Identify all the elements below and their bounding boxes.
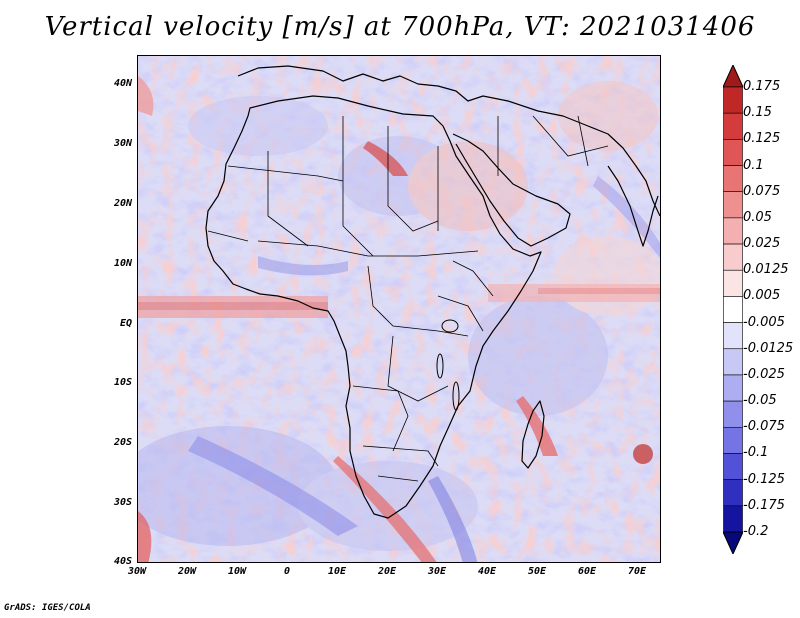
colorbar-tick-label: 0.05 [743, 209, 772, 225]
colorbar-tick-label: 0.175 [743, 79, 781, 94]
colorbar-swatch [723, 112, 743, 140]
colorbar-swatch [723, 505, 743, 533]
colorbar-tick-label: 0.1 [743, 157, 764, 173]
coastlines [205, 65, 660, 519]
lat-label-20s: 20S [113, 437, 132, 448]
colorbar-tick-label: -0.005 [743, 314, 785, 330]
velocity-field-map [138, 56, 660, 562]
africa-coastline [205, 95, 542, 519]
lon-label-40e: 40E [477, 566, 497, 577]
grads-credit: GrADS: IGES/COLA [4, 603, 91, 613]
country-borders [207, 115, 609, 482]
colorbar-tick-label: 0.075 [743, 183, 781, 199]
colorbar-tick-label: 0.005 [743, 288, 781, 304]
colorbar-tick-label: -0.075 [743, 419, 785, 435]
colorbar-swatch [723, 374, 743, 402]
lat-label-eq: EQ [119, 318, 132, 329]
lon-label-10e: 10E [327, 566, 347, 577]
itcz-band [138, 284, 660, 318]
lat-label-40s: 40S [113, 556, 132, 567]
colorbar-swatch [723, 165, 743, 193]
colorbar-swatch [723, 296, 743, 323]
europe-coastline [237, 65, 484, 102]
colorbar-swatch [723, 86, 743, 114]
colorbar-tick-label: 0.125 [743, 131, 781, 147]
colorbar-swatch [723, 453, 743, 480]
colorbar [723, 65, 743, 554]
descent-streaks [188, 176, 660, 562]
lon-label-10w: 10W [227, 566, 247, 577]
colorbar-tick-label: 0.15 [743, 105, 772, 121]
colorbar-swatch [723, 269, 743, 297]
madagascar-outline [521, 400, 545, 469]
lon-label-70e: 70E [627, 566, 647, 577]
lat-label-10n: 10N [113, 258, 132, 269]
map-title: Vertical velocity [m/s] at 700hPa, VT: 2… [44, 12, 756, 42]
lon-label-20w: 20W [177, 566, 197, 577]
lat-label-10s: 10S [113, 377, 132, 388]
colorbar-swatch [723, 139, 743, 166]
lon-label-50e: 50E [527, 566, 547, 577]
colorbar-swatch [723, 479, 743, 507]
asia-coastline [482, 95, 660, 217]
lon-label-30w: 30W [127, 566, 147, 577]
colorbar-swatch [723, 243, 743, 271]
lon-label-20e: 20E [377, 566, 397, 577]
colorbar-tick-label: -0.175 [743, 497, 785, 513]
map-plot-area [137, 55, 661, 563]
colorbar-tick-label: 0.025 [743, 236, 781, 252]
lon-label-0: 0 [283, 566, 291, 577]
colorbar-swatch [723, 217, 743, 245]
colorbar-tick-label: -0.2 [743, 524, 769, 539]
lakes [436, 319, 460, 411]
colorbar-bottom-arrow [723, 531, 743, 554]
colorbar-swatch [723, 348, 743, 376]
colorbar-top-arrow [723, 65, 743, 88]
arabia-coastline [452, 133, 571, 247]
colorbar-tick-label: -0.125 [743, 471, 785, 487]
lat-label-20n: 20N [113, 198, 132, 209]
colorbar-swatch [723, 322, 743, 350]
lon-label-60e: 60E [577, 566, 597, 577]
lon-label-30e: 30E [427, 566, 447, 577]
colorbar-tick-label: -0.0125 [743, 340, 794, 356]
lat-label-30s: 30S [113, 497, 132, 508]
colorbar-swatch [723, 400, 743, 428]
india-coastline [607, 165, 659, 247]
lat-label-40n: 40N [113, 78, 132, 89]
colorbar-tick-label: -0.025 [743, 366, 785, 382]
colorbar-swatch [723, 191, 743, 219]
colorbar-tick-label: -0.1 [743, 445, 769, 461]
lat-label-30n: 30N [113, 138, 132, 149]
colorbar-swatch [723, 426, 743, 454]
colorbar-tick-label: -0.05 [743, 393, 777, 409]
colorbar-tick-label: 0.0125 [743, 262, 789, 278]
